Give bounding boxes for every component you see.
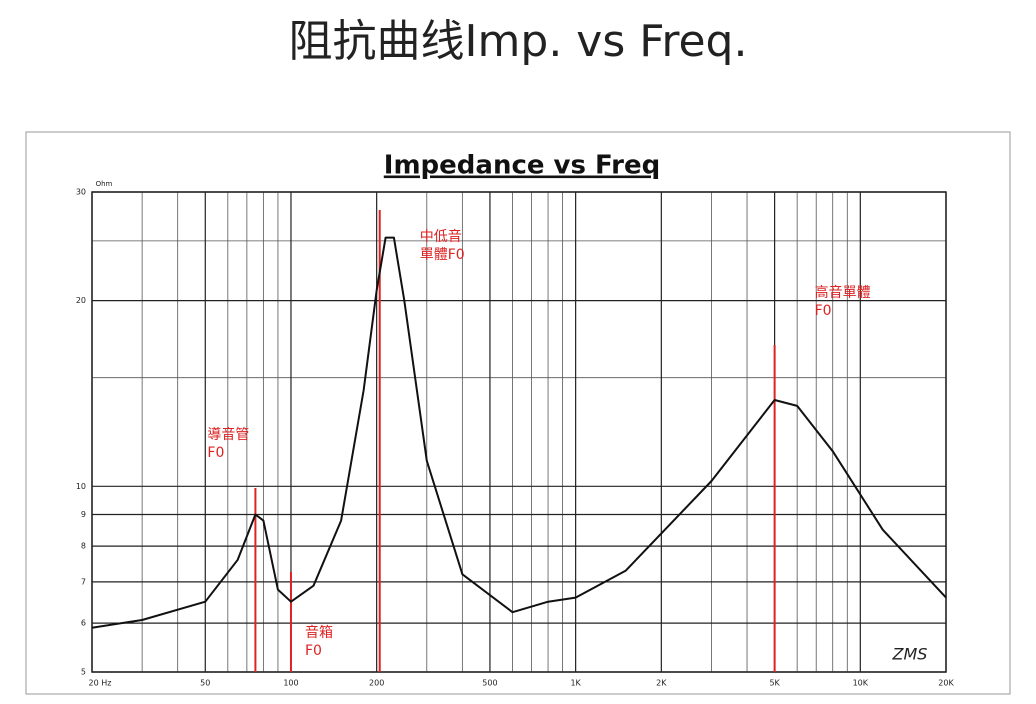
annotation-text: F0 <box>815 303 832 319</box>
y-tick-label: 7 <box>81 577 86 586</box>
y-tick-label: 30 <box>76 188 86 197</box>
annotation-text: 單體F0 <box>420 247 465 263</box>
x-tick-label: 1K <box>570 679 581 688</box>
x-tick-label: 20 Hz <box>89 679 112 688</box>
y-tick-label: 6 <box>81 619 86 628</box>
signature: ZMS <box>892 645 928 664</box>
x-tick-label: 100 <box>283 679 298 688</box>
chart-title: Impedance vs Freq <box>384 151 660 181</box>
x-tick-label: 200 <box>369 679 384 688</box>
x-tick-label: 500 <box>482 679 497 688</box>
annotation-text: 中低音 <box>420 228 462 245</box>
y-tick-label: 20 <box>76 296 86 305</box>
x-tick-label: 2K <box>656 679 667 688</box>
x-tick-label: 50 <box>200 679 210 688</box>
x-tick-label: 5K <box>769 679 780 688</box>
x-tick-label: 10K <box>853 679 869 688</box>
annotation-text: 音箱 <box>305 624 333 641</box>
y-axis-label: Ohm <box>96 180 113 188</box>
y-tick-label: 10 <box>76 482 86 491</box>
page-title: 阻抗曲线Imp. vs Freq. <box>289 16 748 67</box>
x-tick-label: 20K <box>938 679 954 688</box>
annotation-text: F0 <box>305 643 322 659</box>
impedance-curve <box>91 236 947 629</box>
y-tick-label: 9 <box>81 510 86 519</box>
y-tick-label: 8 <box>81 542 86 551</box>
annotation-text: 高音單體 <box>815 284 871 301</box>
annotation-text: F0 <box>207 445 224 461</box>
y-tick-label: 5 <box>81 668 86 677</box>
annotation-text: 導音管 <box>207 426 249 443</box>
chart-frame <box>25 131 1011 695</box>
